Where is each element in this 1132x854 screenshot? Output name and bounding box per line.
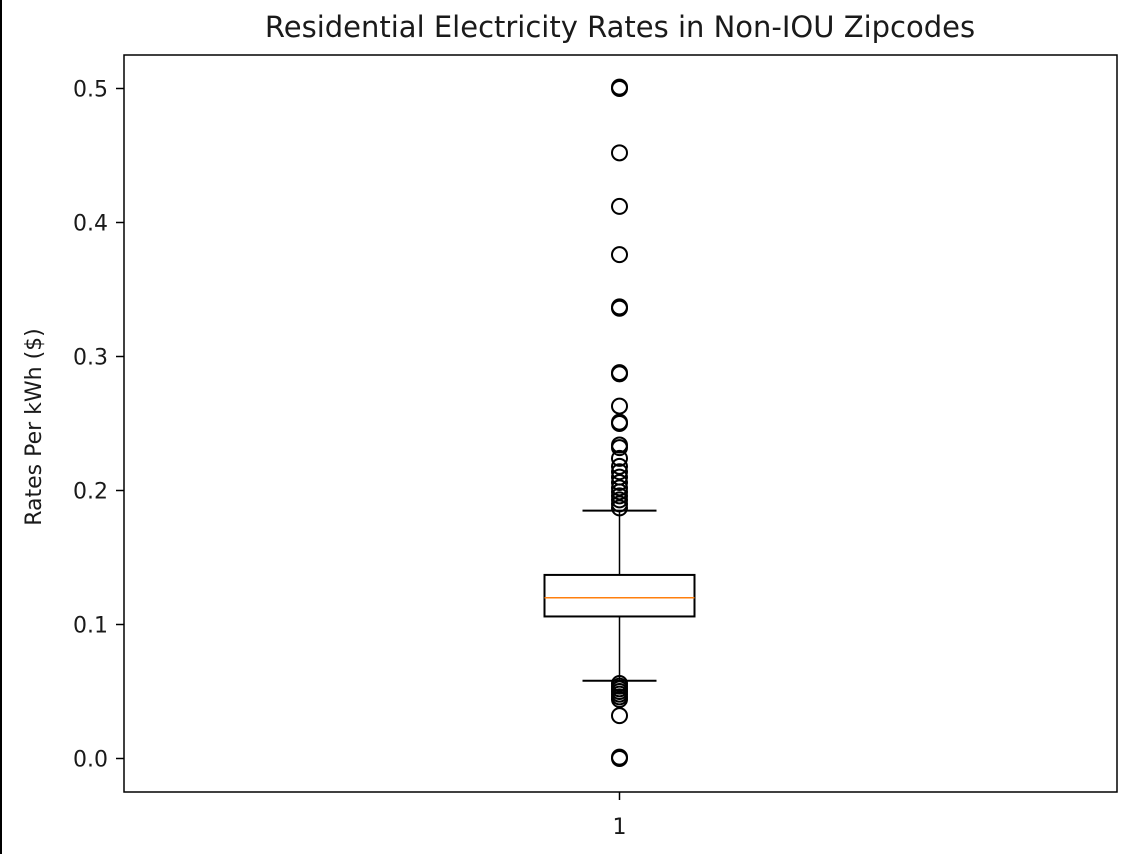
y-tick-label: 0.4: [73, 212, 108, 237]
outlier-point: [611, 78, 628, 96]
outlier-point: [611, 479, 628, 497]
y-tick-label: 0.2: [73, 480, 108, 505]
outlier-point: [611, 487, 628, 505]
outlier-point: [611, 707, 628, 725]
outlier-point: [611, 144, 628, 162]
left-border: [0, 0, 2, 854]
chart-title: Residential Electricity Rates in Non-IOU…: [265, 10, 975, 44]
y-axis-label: Rates Per kWh ($): [22, 328, 47, 526]
outlier-point: [611, 457, 628, 475]
outlier-point: [611, 197, 628, 215]
outlier-point: [611, 463, 628, 481]
outlier-point: [611, 483, 628, 501]
x-axis: 1: [613, 792, 627, 840]
outlier-point: [611, 449, 628, 467]
outlier-point: [611, 246, 628, 264]
outlier-point: [611, 397, 628, 415]
outlier-point: [611, 491, 628, 509]
iqr-box: [543, 573, 696, 618]
outlier-point: [611, 473, 628, 491]
outlier-point: [611, 415, 628, 432]
outlier-point: [611, 748, 628, 766]
y-tick-label: 0.3: [73, 346, 108, 371]
outlier-point: [611, 499, 628, 517]
box-series: [543, 78, 696, 767]
outlier-point: [611, 365, 628, 383]
y-axis: 0.0 0.1 0.2 0.3 0.4 0.5: [73, 78, 124, 773]
outlier-point: [611, 299, 628, 317]
y-tick-label: 0.0: [73, 748, 108, 773]
outlier-point: [611, 691, 628, 709]
y-tick-label: 0.5: [73, 78, 108, 103]
outlier-point: [611, 439, 628, 457]
outlier-point: [611, 495, 628, 513]
plot-area: [123, 54, 1118, 793]
y-tick-label: 0.1: [73, 614, 108, 639]
x-tick-label: 1: [613, 815, 627, 840]
